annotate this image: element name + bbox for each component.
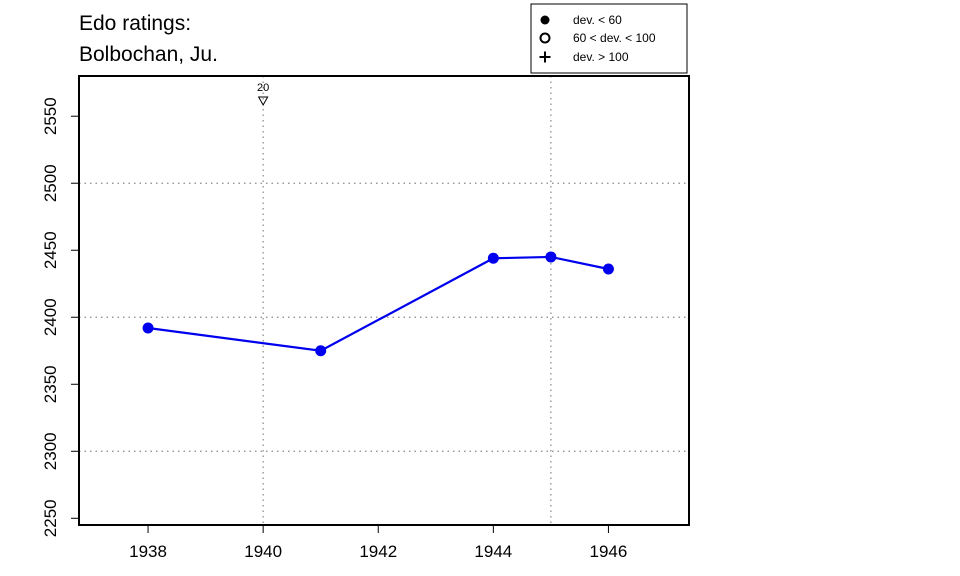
y-axis: 2250 2300 2350 2400 2450 2500 2550 [41, 97, 79, 537]
y-tick-label-2400: 2400 [41, 298, 60, 336]
data-series [142, 251, 614, 357]
x-tick-label-1938: 1938 [129, 542, 167, 561]
legend: dev. < 60 60 < dev. < 100 dev. > 100 [530, 3, 688, 74]
data-point-1938 [142, 322, 154, 334]
x-tick-label-1944: 1944 [474, 542, 512, 561]
x-tick-label-1940: 1940 [244, 542, 282, 561]
chart-title-line-1: Edo ratings: [79, 12, 191, 35]
annotations: 20 [257, 82, 269, 107]
data-point-1946 [602, 263, 614, 275]
plot-frame [78, 75, 690, 526]
y-tick-label-2550: 2550 [41, 97, 60, 135]
legend-open-circle-icon [539, 32, 551, 44]
y-tick-label-2250: 2250 [41, 499, 60, 537]
chart-title-line-2: Bolbochan, Ju. [79, 43, 218, 66]
legend-filled-circle-icon [540, 15, 550, 25]
legend-label-1: dev. < 60 [573, 13, 622, 27]
y-tick-label-2450: 2450 [41, 231, 60, 269]
legend-plus-icon [539, 51, 551, 63]
series-line-0 [147, 255, 609, 352]
data-point-1945 [545, 251, 557, 263]
data-point-1941 [315, 345, 327, 357]
x-tick-label-1942: 1942 [359, 542, 397, 561]
grid-lines [79, 76, 689, 525]
x-axis: 1938 1940 1942 1944 1946 [129, 525, 627, 561]
annotation-label-1940: 20 [257, 82, 269, 94]
legend-label-3: dev. > 100 [573, 50, 629, 64]
legend-label-2: 60 < dev. < 100 [573, 31, 656, 45]
y-tick-label-2350: 2350 [41, 365, 60, 403]
y-tick-label-2500: 2500 [41, 164, 60, 202]
data-point-1944 [487, 252, 499, 264]
legend-box [530, 3, 688, 74]
down-triangle-icon [257, 96, 269, 107]
y-tick-label-2300: 2300 [41, 432, 60, 470]
x-tick-label-1946: 1946 [590, 542, 628, 561]
